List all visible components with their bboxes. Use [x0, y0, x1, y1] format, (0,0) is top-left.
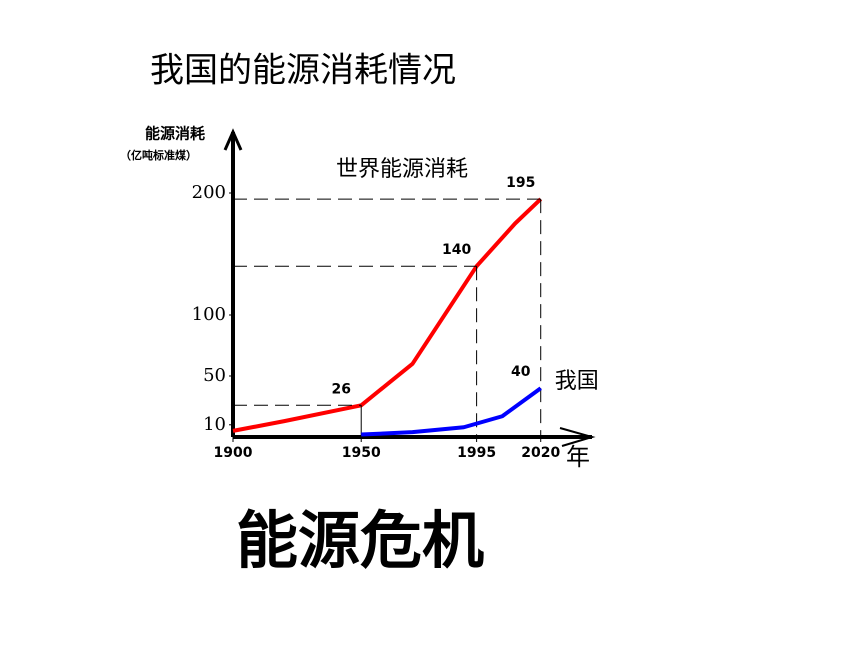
x-tick-label: 1950 — [342, 445, 381, 461]
slide-title: 我国的能源消耗情况 — [150, 51, 456, 91]
x-tick-label: 2020 — [521, 445, 560, 461]
x-arrow — [559, 427, 596, 447]
value-label: 195 — [506, 175, 535, 191]
x-tick-label: 1900 — [214, 445, 253, 461]
y-axis-unit: （亿吨标准煤） — [120, 148, 197, 162]
y-tick-label: 10 — [203, 414, 226, 435]
y-tick-label: 50 — [203, 365, 226, 386]
legend-label: 世界能源消耗 — [336, 157, 468, 182]
legend-label: 我国 — [555, 369, 599, 394]
y-axis-title: 能源消耗 — [145, 125, 205, 143]
series-line — [232, 197, 543, 433]
x-axis-title: 年 — [566, 443, 590, 471]
y-arrow — [223, 128, 243, 151]
series-line — [361, 386, 542, 437]
y-tick-label: 100 — [192, 304, 226, 325]
y-tick-label: 200 — [192, 182, 226, 203]
x-tick-label: 1995 — [457, 445, 496, 461]
value-label: 26 — [331, 381, 350, 397]
value-label: 140 — [442, 242, 471, 258]
value-label: 40 — [511, 364, 531, 380]
headline: 能源危机 — [236, 504, 484, 577]
